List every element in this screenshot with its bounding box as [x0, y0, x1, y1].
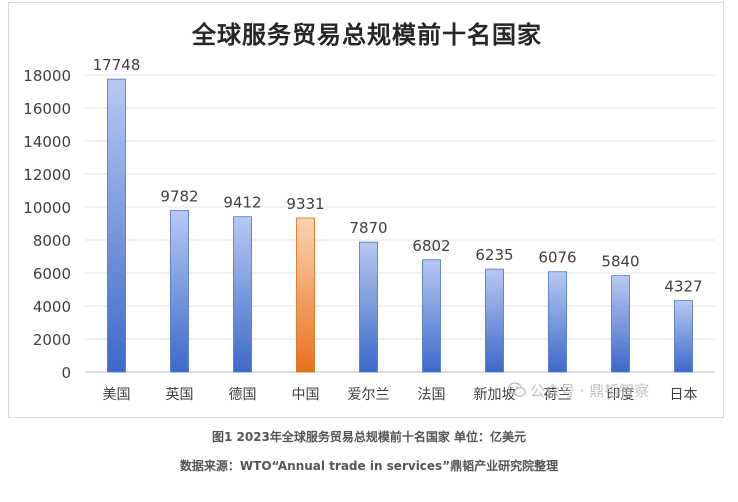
figure-caption: 图1 2023年全球服务贸易总规模前十名国家 单位：亿美元 — [211, 430, 527, 444]
x-tick-label: 日本 — [670, 387, 698, 403]
x-tick-label: 荷兰 — [544, 387, 572, 403]
data-label: 6235 — [475, 246, 513, 264]
bar — [611, 275, 630, 373]
bar — [422, 259, 441, 373]
x-tick-label: 德国 — [229, 387, 257, 403]
bar — [233, 216, 252, 373]
data-label: 6802 — [412, 237, 450, 255]
source-caption: 数据来源：WTO“Annual trade in services”鼎韬产业研究… — [179, 459, 559, 473]
wechat-icon — [508, 382, 526, 398]
y-tick-label: 4000 — [33, 298, 71, 316]
data-label: 9331 — [286, 195, 324, 213]
bar — [170, 210, 189, 373]
x-tick-label: 爱尔兰 — [348, 387, 390, 403]
watermark-text: 公众号 · 鼎韬智察 — [530, 382, 650, 400]
x-tick-label: 中国 — [292, 387, 320, 403]
y-tick-label: 14000 — [23, 133, 71, 151]
bar — [485, 268, 504, 373]
y-tick-label: 0 — [61, 364, 71, 382]
x-tick-label: 印度 — [607, 387, 635, 403]
watermark: 公众号 · 鼎韬智察 — [506, 378, 706, 404]
x-tick-label: 英国 — [166, 386, 194, 403]
y-tick-label: 6000 — [33, 265, 71, 283]
data-label: 6076 — [538, 249, 576, 267]
x-tick-label: 新加坡 — [474, 387, 516, 403]
data-label: 4327 — [664, 278, 702, 296]
data-label: 17748 — [93, 56, 141, 74]
y-tick-label: 8000 — [33, 232, 71, 250]
x-tick-label: 美国 — [103, 387, 131, 403]
y-tick-label: 18000 — [23, 67, 71, 85]
bar — [107, 78, 126, 373]
data-label: 7870 — [349, 219, 387, 237]
chart-title: 全球服务贸易总规模前十名国家 — [192, 21, 542, 49]
y-tick-label: 2000 — [33, 331, 71, 349]
chart-frame: 全球服务贸易总规模前十名国家 0 2000 4000 6000 8000 10000 120… — [8, 2, 724, 418]
bar — [359, 241, 378, 373]
bar — [548, 271, 567, 373]
data-label: 5840 — [601, 253, 639, 271]
x-tick-label: 法国 — [418, 387, 446, 403]
bar — [674, 300, 693, 373]
y-tick-label: 16000 — [23, 100, 71, 118]
y-tick-label: 12000 — [23, 166, 71, 184]
data-label: 9782 — [160, 188, 198, 206]
bar-chart: 0 2000 4000 6000 8000 10000 12000 14000 16000 180… — [23, 56, 715, 403]
y-tick-label: 10000 — [23, 199, 71, 217]
data-label: 9412 — [223, 194, 261, 212]
bar — [296, 217, 315, 373]
